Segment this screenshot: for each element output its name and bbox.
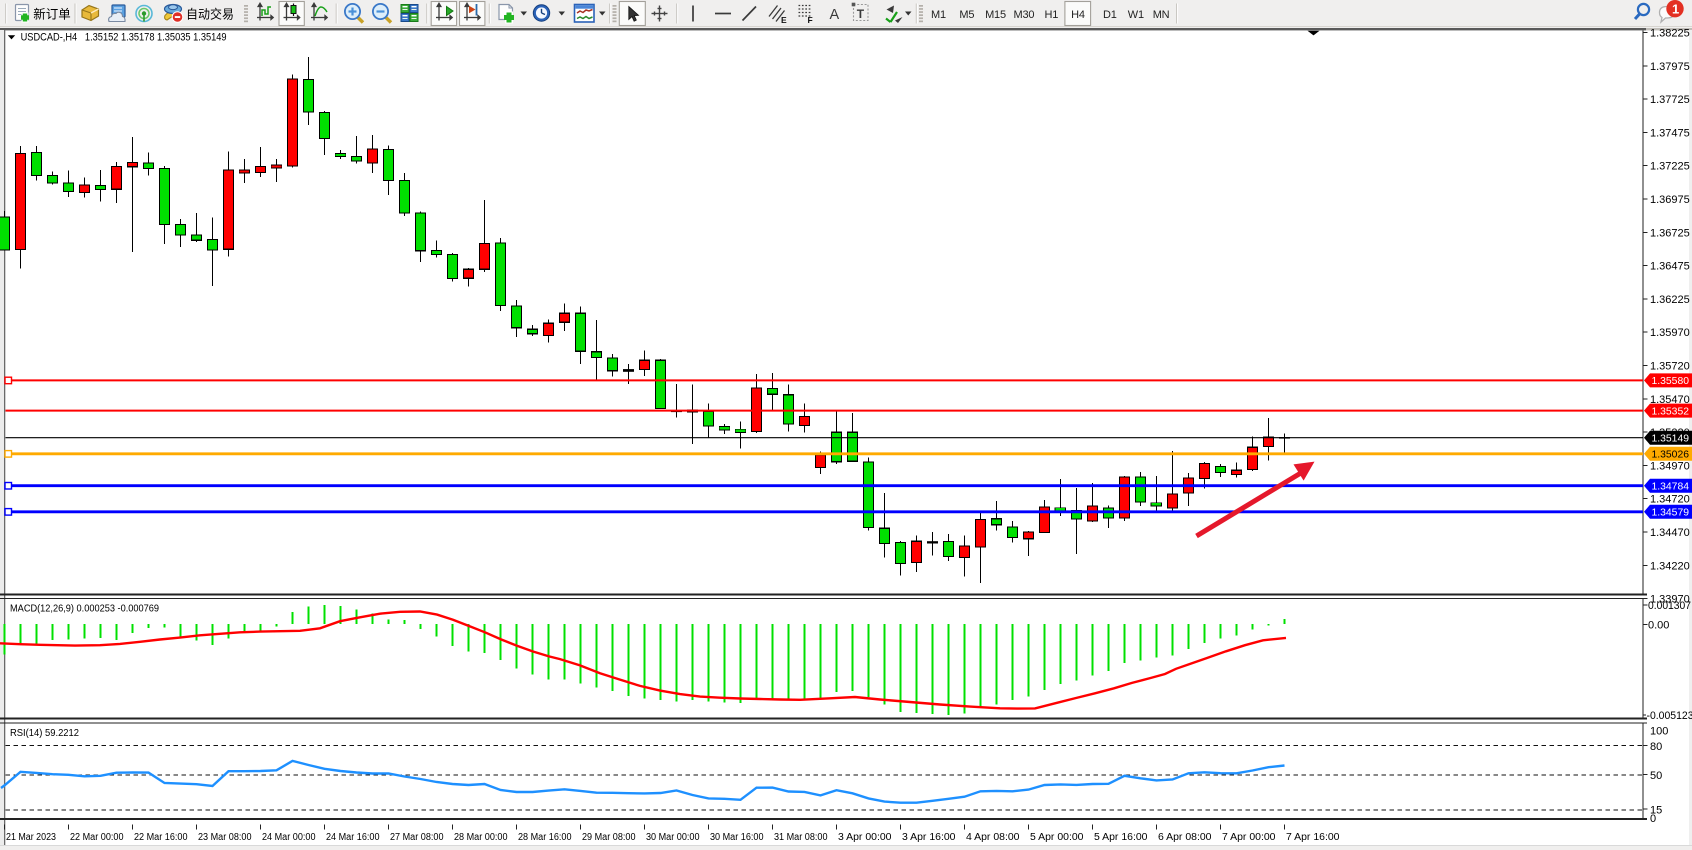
- svg-text:22 Mar 00:00: 22 Mar 00:00: [70, 832, 124, 843]
- svg-text:M5: M5: [959, 9, 974, 21]
- svg-text:USDCAD-,H4 1.35152 1.35178 1: USDCAD-,H4 1.35152 1.35178 1.35035 1.351…: [21, 32, 227, 44]
- svg-text:1.35026: 1.35026: [1652, 449, 1690, 461]
- svg-text:50: 50: [1650, 770, 1662, 782]
- svg-text:24 Mar 00:00: 24 Mar 00:00: [262, 832, 316, 843]
- svg-text:0: 0: [1650, 813, 1656, 825]
- svg-text:5 Apr 00:00: 5 Apr 00:00: [1030, 832, 1084, 843]
- svg-text:29 Mar 08:00: 29 Mar 08:00: [582, 832, 636, 843]
- svg-text:1.34720: 1.34720: [1650, 494, 1690, 506]
- svg-text:6 Apr 08:00: 6 Apr 08:00: [1158, 832, 1212, 843]
- svg-text:M30: M30: [1014, 9, 1035, 21]
- svg-text:1.34220: 1.34220: [1650, 560, 1690, 572]
- svg-text:1.35970: 1.35970: [1650, 327, 1690, 339]
- svg-text:1.35470: 1.35470: [1650, 394, 1690, 406]
- svg-text:1.37725: 1.37725: [1650, 94, 1690, 106]
- svg-text:1.37475: 1.37475: [1650, 127, 1690, 139]
- svg-text:M1: M1: [931, 9, 946, 21]
- svg-text:1.36975: 1.36975: [1650, 194, 1690, 206]
- svg-text:7 Apr 00:00: 7 Apr 00:00: [1222, 832, 1276, 843]
- svg-text:1.33970: 1.33970: [1650, 594, 1690, 606]
- svg-text:新订单: 新订单: [33, 6, 71, 21]
- svg-text:1.37225: 1.37225: [1650, 161, 1690, 173]
- svg-text:21 Mar 2023: 21 Mar 2023: [6, 832, 56, 843]
- svg-text:1.36225: 1.36225: [1650, 294, 1690, 306]
- svg-text:30 Mar 00:00: 30 Mar 00:00: [646, 832, 700, 843]
- svg-text:1.35149: 1.35149: [1652, 433, 1690, 445]
- svg-text:1.35352: 1.35352: [1652, 405, 1690, 417]
- svg-text:M15: M15: [985, 9, 1006, 21]
- svg-text:1.34970: 1.34970: [1650, 460, 1690, 472]
- svg-text:1.36725: 1.36725: [1650, 227, 1690, 239]
- svg-text:RSI(14) 59.2212: RSI(14) 59.2212: [10, 728, 79, 739]
- svg-text:H4: H4: [1071, 9, 1085, 21]
- svg-text:28 Mar 00:00: 28 Mar 00:00: [454, 832, 508, 843]
- svg-text:1.34579: 1.34579: [1652, 507, 1690, 519]
- svg-text:自动交易: 自动交易: [186, 6, 234, 21]
- svg-text:3 Apr 16:00: 3 Apr 16:00: [902, 832, 956, 843]
- svg-text:MN: MN: [1153, 9, 1170, 21]
- svg-text:1.36475: 1.36475: [1650, 261, 1690, 273]
- svg-text:MACD(12,26,9) 0.000253 -0.0007: MACD(12,26,9) 0.000253 -0.000769: [10, 603, 159, 614]
- svg-text:31 Mar 08:00: 31 Mar 08:00: [774, 832, 828, 843]
- svg-text:24 Mar 16:00: 24 Mar 16:00: [326, 832, 380, 843]
- svg-text:1.34784: 1.34784: [1652, 481, 1690, 493]
- svg-text:30 Mar 16:00: 30 Mar 16:00: [710, 832, 764, 843]
- svg-text:4 Apr 08:00: 4 Apr 08:00: [966, 832, 1020, 843]
- svg-text:E: E: [781, 15, 787, 25]
- svg-text:80: 80: [1650, 741, 1662, 753]
- svg-text:27 Mar 08:00: 27 Mar 08:00: [390, 832, 444, 843]
- svg-text:3 Apr 00:00: 3 Apr 00:00: [838, 832, 892, 843]
- svg-text:0.00: 0.00: [1648, 620, 1669, 632]
- svg-text:15: 15: [1650, 805, 1662, 817]
- svg-text:100: 100: [1650, 726, 1668, 738]
- svg-text:1.35580: 1.35580: [1652, 375, 1690, 387]
- svg-text:0.001307: 0.001307: [1648, 600, 1691, 612]
- svg-text:5 Apr 16:00: 5 Apr 16:00: [1094, 832, 1148, 843]
- svg-text:F: F: [808, 15, 813, 25]
- svg-text:1.35720: 1.35720: [1650, 361, 1690, 373]
- svg-text:7 Apr 16:00: 7 Apr 16:00: [1286, 832, 1340, 843]
- svg-text:28 Mar 16:00: 28 Mar 16:00: [518, 832, 572, 843]
- svg-text:-0.005123: -0.005123: [1647, 710, 1692, 722]
- svg-text:1.34470: 1.34470: [1650, 527, 1690, 539]
- svg-text:T: T: [857, 7, 865, 21]
- svg-text:H1: H1: [1045, 9, 1059, 21]
- svg-text:W1: W1: [1128, 9, 1144, 21]
- svg-text:23 Mar 08:00: 23 Mar 08:00: [198, 832, 252, 843]
- svg-text:1: 1: [1672, 2, 1679, 17]
- svg-text:22 Mar 16:00: 22 Mar 16:00: [134, 832, 188, 843]
- svg-text:D1: D1: [1103, 9, 1117, 21]
- svg-text:1.38225: 1.38225: [1650, 28, 1690, 40]
- svg-text:1.37975: 1.37975: [1650, 61, 1690, 73]
- svg-text:A: A: [830, 7, 840, 23]
